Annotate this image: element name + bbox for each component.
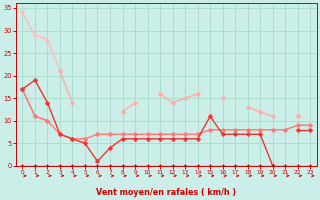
X-axis label: Vent moyen/en rafales ( km/h ): Vent moyen/en rafales ( km/h ) [96, 188, 236, 197]
